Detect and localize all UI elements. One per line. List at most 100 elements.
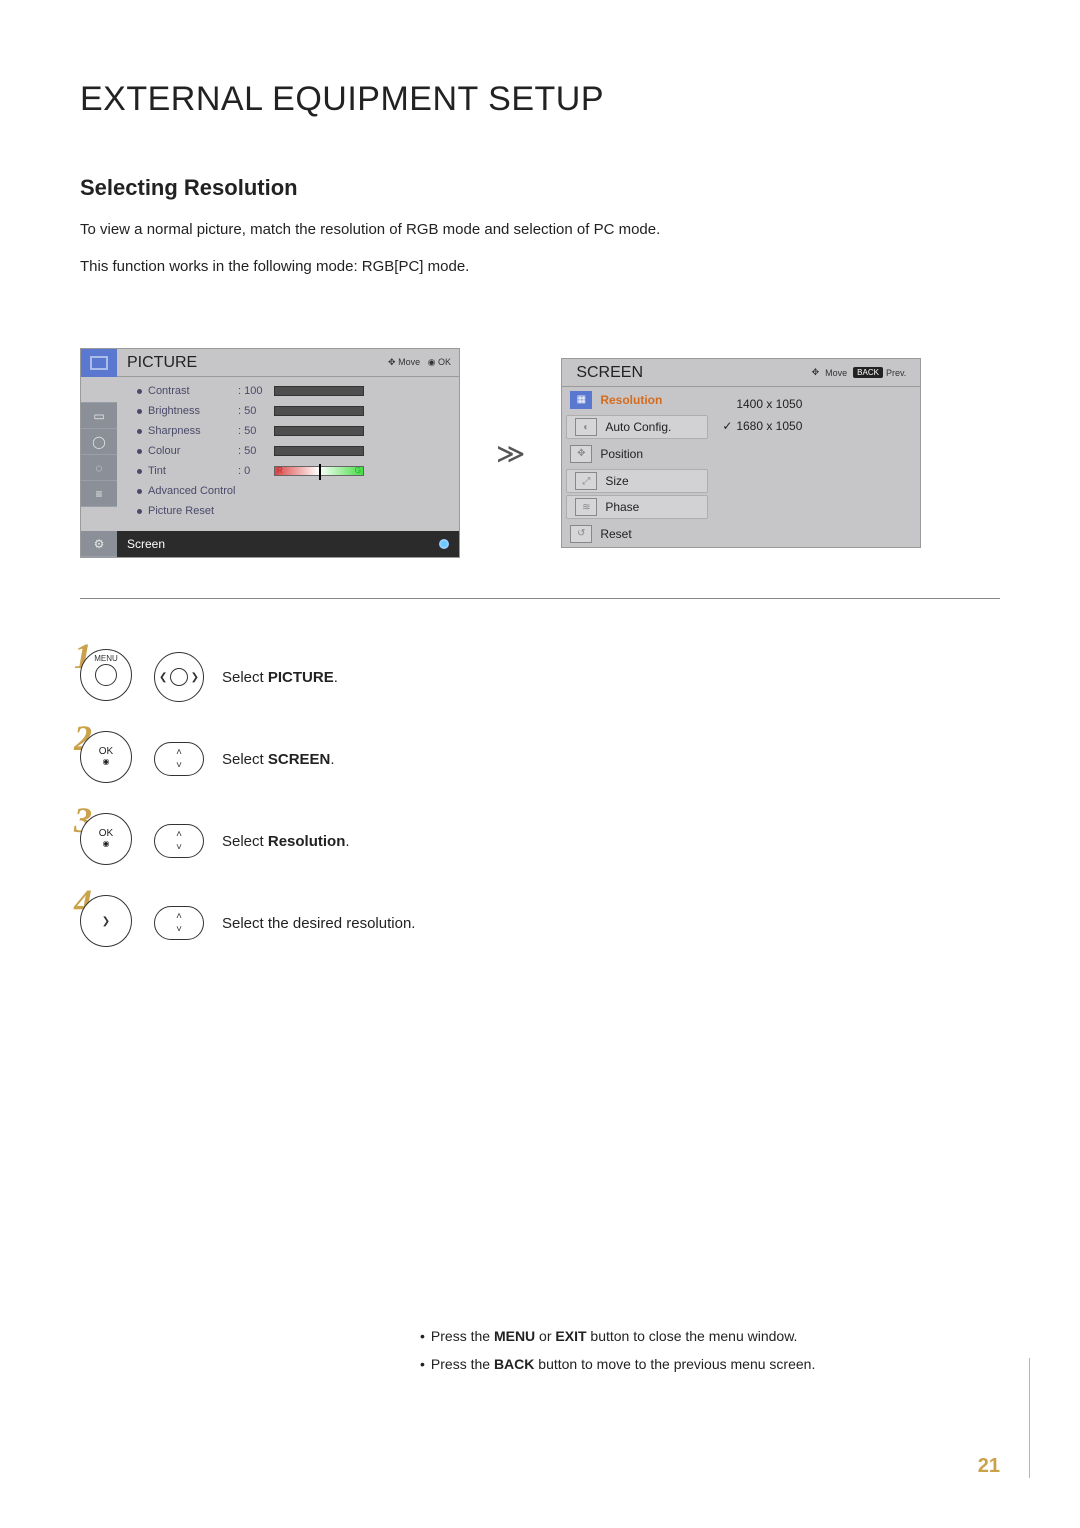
screen-submenu-row[interactable]: ⚙ Screen [81, 531, 459, 557]
chevron-up-icon: ˄ [176, 829, 182, 840]
sidebar-icon-1[interactable]: ▭ [81, 403, 117, 429]
right-button-icon: ❯ [80, 895, 132, 947]
move-icon: ✥ [388, 357, 396, 367]
screen-menu-panel: SCREEN ✥ Move BACK Prev. ▦ Resolution ◐ … [561, 358, 921, 548]
tint-slider[interactable]: R G [274, 466, 364, 476]
setting-contrast[interactable]: Contrast : 100 [137, 381, 451, 401]
setting-value: : 100 [238, 385, 274, 397]
chevron-down-icon: ˅ [176, 924, 182, 935]
slider[interactable] [274, 406, 364, 416]
reset-icon: ↺ [570, 525, 592, 543]
setting-value: : 50 [238, 405, 274, 417]
step-text: Select SCREEN. [222, 751, 335, 768]
picture-menu-panel: PICTURE ✥ Move ◉ OK ▭ ◯ ◌ ≡ Contrast [80, 348, 460, 558]
page-edge-rule [1029, 1358, 1030, 1478]
screen-row-label: Screen [117, 537, 439, 551]
slider[interactable] [274, 446, 364, 456]
chevron-right-icon: ❯ [102, 916, 110, 927]
screen-item-label: Reset [600, 527, 631, 541]
setting-tint[interactable]: Tint : 0 R G [137, 461, 451, 481]
setting-value: : 50 [238, 425, 274, 437]
step-text: Select Resolution. [222, 833, 350, 850]
hint-ok-label: OK [438, 357, 451, 367]
picture-header-title: PICTURE [127, 354, 388, 372]
setting-label: Colour [148, 445, 238, 457]
footer-note-2: • Press the BACK button to move to the p… [420, 1350, 940, 1378]
sidebar-blank [81, 377, 117, 403]
step-1: 1 MENU ❮ ❯ Select PICTURE. [80, 649, 1000, 705]
resolution-value: 1400 x 1050 [736, 397, 802, 411]
resolution-options: 1400 x 1050 ✓ 1680 x 1050 [712, 387, 920, 547]
screen-item-label: Resolution [600, 393, 662, 407]
screen-item-size[interactable]: ⤢ Size [566, 469, 708, 493]
hint-move-label: Move [825, 368, 847, 378]
step-3: 3 OK◉ ˄ ˅ Select Resolution. [80, 813, 1000, 869]
footer-note-1: • Press the MENU or EXIT button to close… [420, 1322, 940, 1350]
setting-brightness[interactable]: Brightness : 50 [137, 401, 451, 421]
sidebar-icon-4[interactable]: ≡ [81, 481, 117, 507]
dpad-vertical-icon: ˄ ˅ [154, 906, 204, 940]
screen-item-position[interactable]: ✥ Position [562, 441, 712, 467]
menu-label: MENU [94, 654, 118, 663]
step-2: 2 OK◉ ˄ ˅ Select SCREEN. [80, 731, 1000, 787]
slider[interactable] [274, 386, 364, 396]
chevron-down-icon: ˅ [176, 760, 182, 771]
intro-line-2: This function works in the following mod… [80, 256, 1000, 279]
screen-item-reset[interactable]: ↺ Reset [562, 521, 712, 547]
screen-panel-header: SCREEN ✥ Move BACK Prev. [562, 359, 920, 387]
setting-label: Advanced Control [148, 485, 235, 497]
page-number: 21 [978, 1455, 1000, 1478]
setting-label: Brightness [148, 405, 238, 417]
step-text: Select PICTURE. [222, 669, 338, 686]
setting-picture-reset[interactable]: Picture Reset [137, 501, 451, 521]
intro-line-1: To view a normal picture, match the reso… [80, 219, 1000, 242]
screen-item-label: Position [600, 447, 643, 461]
setting-label: Picture Reset [148, 505, 214, 517]
chevron-left-icon: ❮ [159, 672, 167, 683]
autoconfig-icon: ◐ [575, 418, 597, 436]
setting-label: Tint [148, 465, 238, 477]
ok-label: OK◉ [99, 829, 113, 849]
back-button[interactable]: BACK [853, 367, 883, 378]
picture-panel-header: PICTURE ✥ Move ◉ OK [81, 349, 459, 377]
screen-item-list: ▦ Resolution ◐ Auto Config. ✥ Position ⤢… [562, 387, 712, 547]
chevron-up-icon: ˄ [176, 747, 182, 758]
screen-item-autoconfig[interactable]: ◐ Auto Config. [566, 415, 708, 439]
dpad-vertical-icon: ˄ ˅ [154, 742, 204, 776]
sidebar-icon-2[interactable]: ◯ [81, 429, 117, 455]
setting-sharpness[interactable]: Sharpness : 50 [137, 421, 451, 441]
screen-item-label: Phase [605, 500, 639, 514]
step-4: 4 ❯ ˄ ˅ Select the desired resolution. [80, 895, 1000, 951]
screen-header-title: SCREEN [576, 364, 811, 382]
screen-row-icon: ⚙ [81, 531, 117, 557]
step-text: Select the desired resolution. [222, 915, 415, 932]
setting-label: Sharpness [148, 425, 238, 437]
chevron-down-icon: ˅ [176, 842, 182, 853]
bullet-icon: • [420, 1350, 425, 1378]
size-icon: ⤢ [575, 472, 597, 490]
screen-item-label: Auto Config. [605, 420, 671, 434]
ok-dot-icon: ◉ [428, 357, 436, 367]
section-divider [80, 598, 1000, 599]
setting-colour[interactable]: Colour : 50 [137, 441, 451, 461]
ok-button-icon: OK◉ [80, 813, 132, 865]
setting-value: : 50 [238, 445, 274, 457]
phase-icon: ≋ [575, 498, 597, 516]
footer-notes: • Press the MENU or EXIT button to close… [420, 1322, 940, 1378]
resolution-option[interactable]: ✓ 1680 x 1050 [722, 415, 910, 437]
resolution-option[interactable]: 1400 x 1050 [722, 393, 910, 415]
move-icon: ✥ [812, 367, 820, 378]
transition-arrow-icon: ≫ [496, 437, 525, 470]
hint-move-label: Move [398, 357, 420, 367]
check-icon: ✓ [722, 419, 736, 433]
bullet-icon: • [420, 1322, 425, 1350]
setting-label: Contrast [148, 385, 238, 397]
dpad-vertical-icon: ˄ ˅ [154, 824, 204, 858]
screen-item-phase[interactable]: ≋ Phase [566, 495, 708, 519]
chevron-right-icon: ❯ [191, 672, 199, 683]
slider[interactable] [274, 426, 364, 436]
sidebar-icon-3[interactable]: ◌ [81, 455, 117, 481]
screen-item-resolution[interactable]: ▦ Resolution [562, 387, 712, 413]
chevron-up-icon: ˄ [176, 911, 182, 922]
setting-advanced-control[interactable]: Advanced Control [137, 481, 451, 501]
